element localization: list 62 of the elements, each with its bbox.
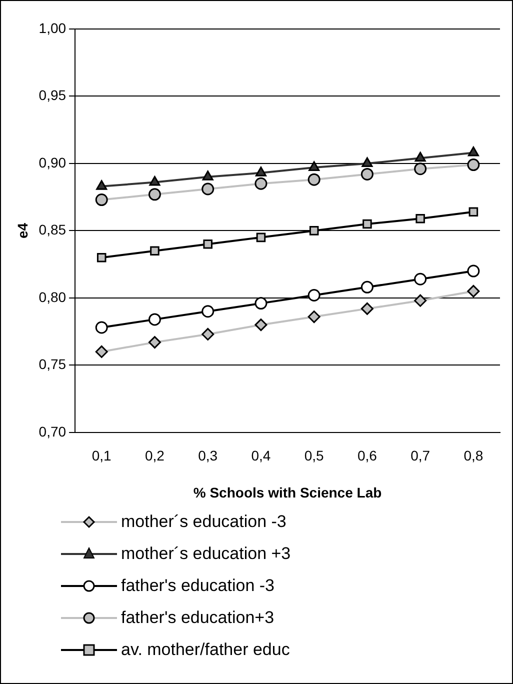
point [95,194,108,206]
point [309,226,319,236]
point [468,146,479,156]
legend-label: father's education -3 [121,576,275,596]
point [308,310,320,324]
x-tick-label: 0,6 [357,448,378,464]
y-tick-label: 0,80 [38,288,66,305]
point [203,240,212,249]
point [414,162,427,176]
point [150,246,160,256]
point [467,264,480,278]
x-tick-label: 0,4 [251,448,271,464]
x-axis-title: % Schools with Science Lab [193,484,382,500]
y-tick-label: 0,95 [38,87,66,104]
y-tick-label: 0,85 [38,222,66,238]
legend-label: av. mother/father educ [121,640,290,660]
point [467,284,480,298]
x-tick-label: 0,8 [464,448,484,464]
point [362,219,372,229]
point [96,180,108,190]
y-tick-label: 0,75 [38,356,66,372]
point [255,166,266,176]
y-tick-label: 1,00 [38,20,66,36]
legend-label: father's education+3 [121,608,274,628]
point [202,328,214,340]
y-tick-label: 0,90 [38,154,66,170]
legend-label: mother´s education -3 [121,512,286,532]
x-tick-label: 0,1 [92,448,112,464]
point [202,305,214,318]
point [148,188,161,201]
x-tick-label: 0,2 [144,448,165,464]
x-tick-label: 0,3 [198,448,218,464]
point [254,177,268,190]
y-axis-title: e4 [14,222,30,238]
point [414,272,427,286]
y-tick-label: 0,70 [38,423,66,440]
point [416,214,425,224]
point [308,173,320,186]
point [254,297,268,310]
legend-label: mother´s education +3 [121,544,291,564]
x-tick-label: 0,5 [304,448,324,464]
point [414,294,427,307]
point [95,321,108,334]
point [308,288,320,302]
point [360,280,374,294]
point [202,182,214,196]
point [414,152,426,162]
x-tick-label: 0,7 [410,448,430,464]
point [254,318,268,332]
point [202,170,214,180]
point [467,158,480,172]
point [360,168,374,180]
point [95,345,108,358]
point [256,232,266,242]
point [148,336,161,349]
point [362,157,373,167]
point [360,302,374,315]
point [148,313,161,326]
point [468,207,478,217]
point [308,161,320,171]
point [149,176,160,186]
point [96,252,106,262]
